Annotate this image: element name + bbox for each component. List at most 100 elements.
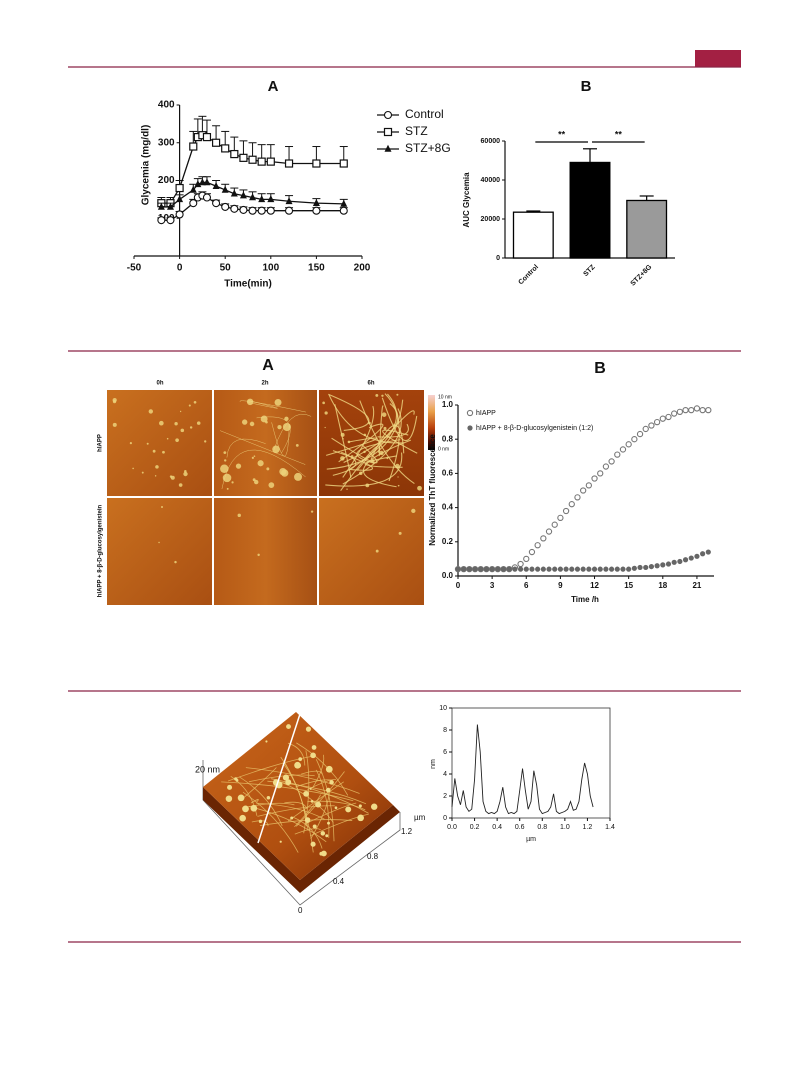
color-bar bbox=[428, 395, 435, 450]
chart-title: B bbox=[581, 78, 592, 95]
afm-feature bbox=[129, 442, 132, 445]
marker bbox=[568, 501, 575, 508]
afm-image bbox=[107, 390, 212, 496]
marker bbox=[339, 159, 348, 168]
marker bbox=[472, 566, 478, 572]
surface-feature bbox=[310, 841, 316, 847]
afm-feature bbox=[179, 410, 182, 413]
marker bbox=[495, 566, 501, 572]
marker bbox=[239, 153, 248, 162]
afm-feature bbox=[174, 422, 178, 426]
marker bbox=[517, 566, 524, 572]
marker bbox=[648, 422, 655, 429]
marker bbox=[230, 149, 239, 159]
marker bbox=[249, 193, 257, 201]
afm-feature bbox=[193, 400, 197, 404]
legend-marker bbox=[466, 409, 474, 417]
marker bbox=[189, 142, 198, 151]
afm-feature bbox=[161, 506, 164, 509]
afm-fibril bbox=[326, 399, 404, 470]
afm-fibril bbox=[340, 445, 380, 491]
afm-feature bbox=[324, 411, 328, 415]
afm-fibril bbox=[364, 455, 403, 468]
marker bbox=[654, 563, 660, 569]
marker bbox=[636, 430, 644, 438]
header-block bbox=[695, 50, 741, 67]
marker bbox=[239, 205, 248, 214]
afm-feature bbox=[188, 404, 191, 407]
marker bbox=[175, 210, 184, 219]
x-tick-label: 15 bbox=[624, 581, 633, 590]
y-tick-label: 400 bbox=[158, 100, 175, 111]
marker bbox=[517, 560, 524, 568]
surface-feature bbox=[312, 824, 317, 829]
marker bbox=[211, 138, 221, 147]
marker bbox=[677, 558, 683, 565]
surface-feature bbox=[286, 724, 291, 729]
surface-feature bbox=[325, 834, 329, 838]
afm-feature bbox=[112, 399, 117, 404]
surface-feature bbox=[285, 779, 292, 786]
surface bbox=[203, 712, 393, 880]
x-tick-label: 21 bbox=[692, 581, 701, 590]
marker bbox=[523, 555, 530, 563]
x-tick-label: 12 bbox=[590, 581, 599, 590]
marker bbox=[591, 566, 598, 572]
marker bbox=[586, 566, 592, 572]
marker bbox=[258, 195, 266, 203]
surface-feature bbox=[225, 795, 233, 802]
marker bbox=[478, 566, 484, 572]
marker bbox=[631, 565, 637, 571]
afm-image bbox=[319, 390, 424, 496]
surface-axis-tick: 1.2 bbox=[401, 827, 413, 836]
surface-feature bbox=[265, 740, 268, 743]
marker bbox=[642, 425, 649, 433]
data-line bbox=[451, 724, 594, 815]
y-tick-label: 200 bbox=[158, 175, 175, 186]
surface-feature bbox=[315, 801, 322, 808]
afm-feature bbox=[346, 488, 348, 490]
afm-feature bbox=[132, 467, 134, 470]
marker bbox=[202, 132, 212, 142]
afm-fibril bbox=[221, 449, 306, 490]
y-tick-label: 0.8 bbox=[442, 434, 454, 443]
afm-fibril bbox=[239, 400, 306, 413]
marker bbox=[194, 180, 202, 188]
marker bbox=[203, 178, 211, 186]
marker bbox=[540, 566, 546, 572]
surface-fibril bbox=[315, 759, 335, 842]
afm-feature bbox=[257, 460, 264, 467]
afm-feature bbox=[148, 409, 153, 414]
marker bbox=[266, 157, 275, 166]
marker bbox=[563, 566, 569, 572]
y-tick-label: 0.2 bbox=[442, 537, 454, 546]
marker bbox=[230, 189, 238, 197]
y-tick-label: 10 bbox=[439, 705, 447, 712]
afm-fibril bbox=[256, 416, 291, 453]
marker bbox=[284, 206, 294, 215]
surface-feature bbox=[237, 794, 245, 802]
legend-marker bbox=[384, 144, 392, 152]
afm-feature bbox=[284, 416, 289, 421]
afm-feature bbox=[381, 394, 384, 397]
marker bbox=[312, 159, 321, 168]
column-label: 0h bbox=[156, 381, 163, 387]
marker bbox=[523, 566, 529, 572]
marker bbox=[540, 535, 547, 542]
marker bbox=[212, 181, 220, 189]
surface-feature bbox=[327, 821, 331, 825]
chart-title: A bbox=[268, 78, 279, 95]
afm-feature bbox=[253, 455, 256, 458]
legend-marker bbox=[383, 110, 393, 120]
marker bbox=[699, 406, 706, 414]
afm-feature bbox=[226, 487, 229, 490]
surface-fibril bbox=[312, 754, 325, 789]
afm-feature bbox=[224, 459, 227, 462]
marker bbox=[653, 418, 661, 426]
afm-fibril bbox=[328, 394, 404, 444]
afm-feature bbox=[220, 464, 229, 473]
marker bbox=[659, 415, 666, 422]
afm-feature bbox=[398, 531, 402, 535]
marker bbox=[312, 198, 320, 206]
marker bbox=[455, 566, 461, 572]
